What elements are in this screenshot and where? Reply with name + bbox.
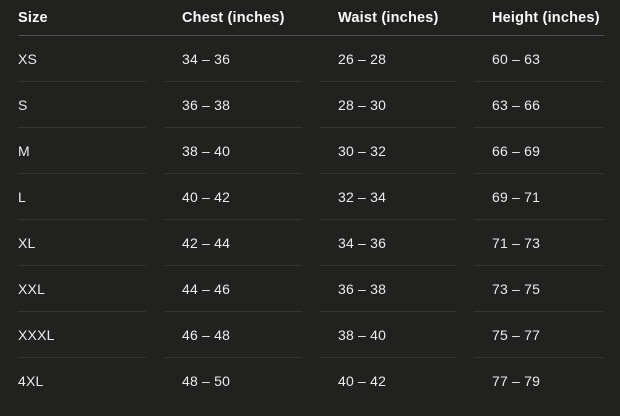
column-header-size: Size	[18, 9, 48, 26]
chest-value: 42 – 44	[164, 220, 302, 266]
height-value: 73 – 75	[474, 266, 604, 312]
chest-value: 46 – 48	[164, 312, 302, 358]
waist-value: 28 – 30	[320, 82, 456, 128]
size-label: S	[18, 82, 146, 128]
waist-value: 30 – 32	[320, 128, 456, 174]
waist-value: 40 – 42	[338, 373, 387, 389]
size-label: XS	[18, 36, 146, 82]
column-header-chest: Chest (inches)	[182, 9, 285, 26]
height-value: 77 – 79	[492, 373, 541, 389]
table-row-xxl: XXL 44 – 46 36 – 38 73 – 75	[18, 266, 604, 312]
size-label: XL	[18, 220, 146, 266]
chest-value: 44 – 46	[164, 266, 302, 312]
chest-value: 36 – 38	[164, 82, 302, 128]
table-header-row: Size Chest (inches) Waist (inches) Heigh…	[18, 0, 604, 36]
waist-value: 32 – 34	[320, 174, 456, 220]
height-value: 60 – 63	[474, 36, 604, 82]
column-header-height: Height (inches)	[492, 9, 600, 26]
waist-value: 36 – 38	[320, 266, 456, 312]
size-chart-table: Size Chest (inches) Waist (inches) Heigh…	[18, 0, 604, 404]
size-label: XXL	[18, 266, 146, 312]
height-value: 69 – 71	[474, 174, 604, 220]
size-label: 4XL	[18, 373, 44, 389]
size-label: XXXL	[18, 312, 146, 358]
height-value: 66 – 69	[474, 128, 604, 174]
table-row-m: M 38 – 40 30 – 32 66 – 69	[18, 128, 604, 174]
waist-value: 26 – 28	[320, 36, 456, 82]
table-row-xxxl: XXXL 46 – 48 38 – 40 75 – 77	[18, 312, 604, 358]
chest-value: 34 – 36	[164, 36, 302, 82]
waist-value: 34 – 36	[320, 220, 456, 266]
size-label: M	[18, 128, 146, 174]
height-value: 75 – 77	[474, 312, 604, 358]
chest-value: 40 – 42	[164, 174, 302, 220]
height-value: 71 – 73	[474, 220, 604, 266]
chest-value: 48 – 50	[182, 373, 231, 389]
height-value: 63 – 66	[474, 82, 604, 128]
column-header-waist: Waist (inches)	[338, 9, 439, 26]
size-label: L	[18, 174, 146, 220]
table-row-xs: XS 34 – 36 26 – 28 60 – 63	[18, 36, 604, 82]
waist-value: 38 – 40	[320, 312, 456, 358]
table-row-xl: XL 42 – 44 34 – 36 71 – 73	[18, 220, 604, 266]
table-row-s: S 36 – 38 28 – 30 63 – 66	[18, 82, 604, 128]
table-row-l: L 40 – 42 32 – 34 69 – 71	[18, 174, 604, 220]
table-row-4xl: 4XL 48 – 50 40 – 42 77 – 79	[18, 358, 604, 404]
chest-value: 38 – 40	[164, 128, 302, 174]
